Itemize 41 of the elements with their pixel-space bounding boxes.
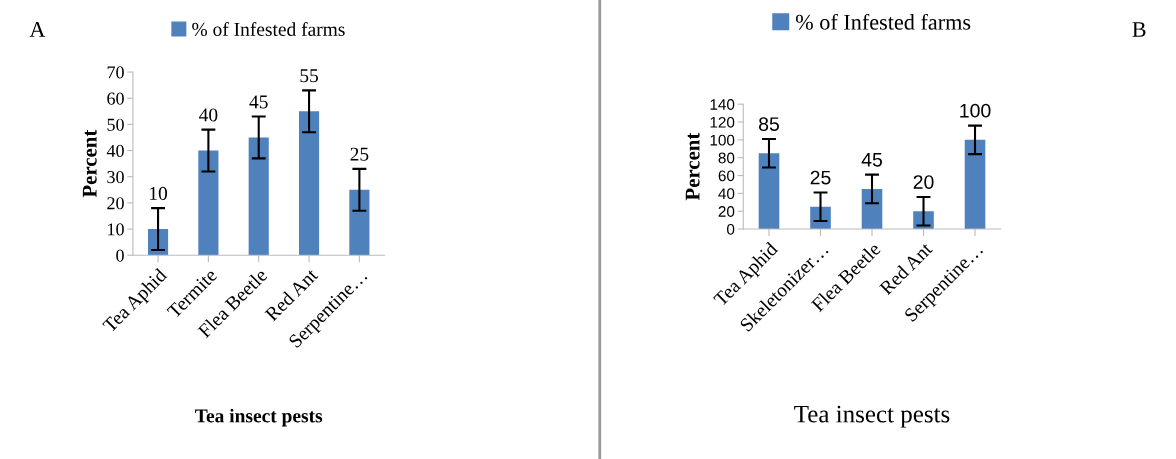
y-tick-label: 100 [710, 134, 735, 146]
x-axis-title: Tea insect pests [195, 408, 323, 427]
data-label: 10 [150, 186, 168, 200]
x-axis-title: Tea insect pests [794, 405, 950, 428]
y-tick-label: 0 [727, 223, 735, 235]
y-tick-label: 70 [107, 66, 124, 79]
y-tick-label: 60 [107, 92, 124, 105]
y-tick-label: 60 [718, 170, 735, 182]
data-label: 20 [913, 175, 934, 189]
bar [349, 189, 370, 256]
bar [964, 139, 986, 230]
data-label: 25 [350, 147, 369, 161]
bar [861, 188, 883, 230]
legend-label: % of Infested farms [795, 13, 971, 30]
y-tick-label: 0 [116, 249, 124, 262]
y-tick-label: 40 [106, 144, 124, 157]
y-tick-label: 140 [710, 99, 735, 110]
data-label: 100 [960, 103, 991, 118]
y-tick-label: 80 [718, 152, 735, 164]
y-tick-label: 30 [107, 170, 124, 184]
y-axis-title: Percent [82, 129, 97, 198]
bar [198, 150, 219, 256]
y-tick-label: 40 [718, 188, 735, 200]
y-axis-title: Percent [685, 132, 700, 201]
data-label: 45 [249, 95, 268, 109]
data-label: 40 [199, 108, 218, 122]
text: B [1132, 22, 1146, 37]
y-tick-label: 20 [107, 197, 124, 210]
bar [298, 111, 320, 256]
bar [248, 137, 269, 256]
y-tick-label: 20 [718, 206, 735, 217]
y-tick-label: 120 [710, 116, 735, 128]
data-label: 25 [810, 170, 831, 185]
bar [758, 153, 780, 230]
data-label: 85 [759, 117, 779, 131]
legend-label: % of Infested farms [192, 22, 345, 37]
data-label: 45 [861, 153, 882, 167]
data-label: 55 [300, 69, 319, 83]
y-tick-label: 10 [108, 223, 124, 236]
y-tick-label: 50 [107, 118, 124, 131]
text: A [29, 22, 46, 37]
